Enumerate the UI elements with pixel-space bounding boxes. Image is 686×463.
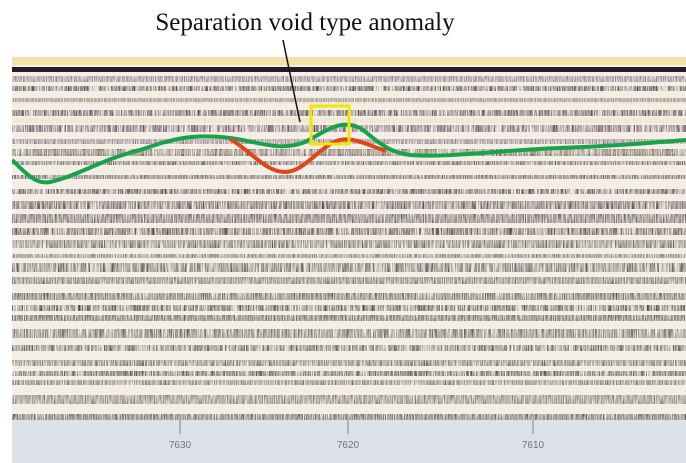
radargram-band — [12, 371, 686, 376]
radargram-band — [12, 201, 686, 209]
radargram-band — [12, 293, 686, 300]
annotation-title: Separation void type anomaly — [155, 9, 455, 36]
radargram-band — [12, 214, 686, 223]
radargram-band — [12, 175, 686, 179]
radargram-band — [12, 86, 686, 91]
radargram-band — [12, 67, 686, 72]
distance-axis — [12, 420, 686, 463]
axis-label: 7620 — [337, 440, 360, 451]
radargram-band — [12, 277, 686, 284]
radargram-band — [12, 57, 686, 65]
radargram-band — [12, 76, 686, 82]
radargram-band — [12, 254, 686, 258]
radargram-band — [12, 329, 686, 338]
green-interface-line — [12, 122, 686, 185]
radargram-band — [12, 315, 686, 321]
axis-label: 7630 — [169, 440, 192, 451]
radargram-band — [12, 380, 686, 385]
radargram-band — [12, 228, 686, 235]
anomaly-box — [309, 104, 351, 146]
radargram-band — [12, 240, 686, 248]
annotation-pointer — [282, 39, 301, 123]
radargram-band — [12, 150, 686, 154]
radargram-band — [12, 263, 686, 272]
radargram-band — [12, 395, 686, 404]
radargram-band — [12, 161, 686, 165]
interpretation-overlay — [12, 104, 686, 185]
axis-label: 7610 — [522, 440, 545, 451]
radargram-band — [12, 414, 686, 420]
radargram-band — [12, 305, 686, 311]
radargram-band — [12, 360, 686, 366]
radargram-band — [12, 189, 686, 194]
red-anomaly-line — [229, 137, 387, 175]
radargram-band — [12, 345, 686, 351]
radargram-band — [12, 98, 686, 104]
